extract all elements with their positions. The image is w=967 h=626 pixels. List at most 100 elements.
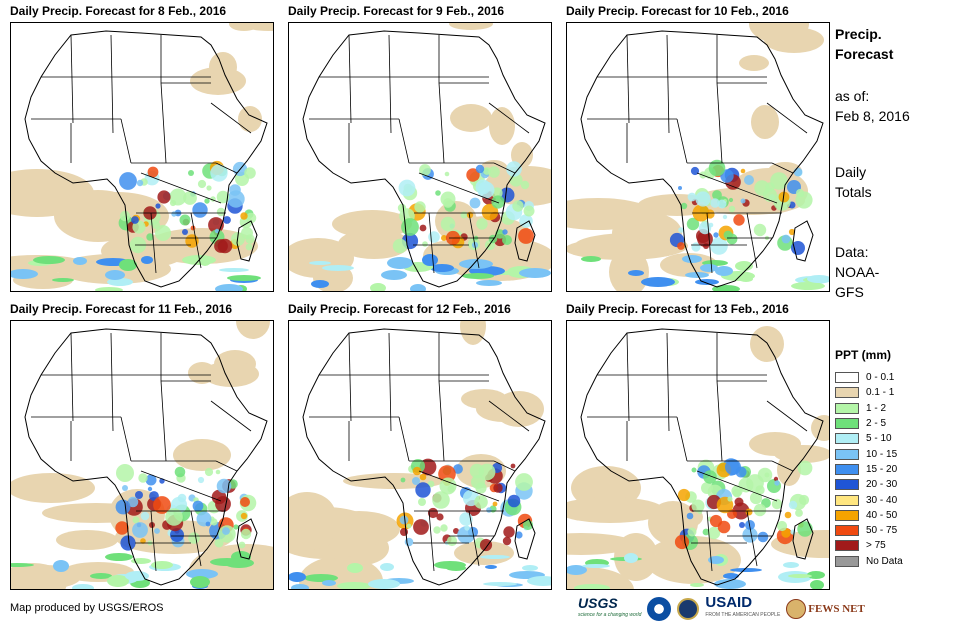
dry-area bbox=[289, 529, 333, 551]
rain-cell bbox=[807, 571, 825, 579]
rain-cell bbox=[105, 270, 125, 280]
country-border bbox=[388, 332, 392, 432]
dry-area bbox=[173, 439, 231, 471]
rain-cell bbox=[433, 526, 441, 534]
legend-item: 15 - 20 bbox=[835, 462, 903, 477]
rain-cell bbox=[401, 218, 419, 236]
africa-precip-map bbox=[567, 23, 829, 291]
rain-cell bbox=[135, 491, 143, 499]
rain-cell bbox=[443, 198, 453, 208]
legend-swatch bbox=[835, 387, 859, 399]
dry-area bbox=[749, 432, 801, 456]
ppt-legend: PPT (mm) 0 - 0.1 0.1 - 1 1 - 2 2 - 5 5 - 10 1… bbox=[835, 348, 903, 569]
rain-cell bbox=[155, 203, 161, 209]
rain-cell bbox=[238, 541, 246, 549]
rain-cell bbox=[233, 524, 239, 530]
rain-cell bbox=[682, 255, 702, 263]
rain-cell bbox=[788, 574, 812, 578]
rain-cell bbox=[119, 210, 131, 222]
rain-cell bbox=[132, 522, 148, 538]
rain-cell bbox=[107, 278, 133, 286]
rain-cell bbox=[810, 580, 824, 589]
rain-cell bbox=[478, 463, 496, 481]
rain-cell bbox=[502, 536, 512, 546]
precip-map bbox=[10, 320, 274, 590]
rain-cell bbox=[131, 216, 139, 224]
rain-cell bbox=[707, 526, 721, 540]
rain-cell bbox=[415, 482, 431, 498]
rain-cell bbox=[398, 179, 416, 197]
rain-cell bbox=[703, 243, 709, 249]
rain-cell bbox=[717, 199, 727, 209]
rain-cell bbox=[678, 186, 682, 190]
dry-area bbox=[450, 104, 492, 132]
rain-cell bbox=[677, 242, 685, 250]
sidebar-title: Precip. Forecast bbox=[835, 24, 893, 64]
rain-cell bbox=[788, 500, 798, 510]
legend-label: 10 - 15 bbox=[866, 448, 898, 460]
rain-cell bbox=[788, 228, 796, 236]
rain-cell bbox=[745, 520, 755, 530]
rain-cell bbox=[725, 459, 741, 475]
rain-cell bbox=[457, 526, 475, 544]
country-border bbox=[488, 102, 530, 134]
rain-cell bbox=[105, 553, 133, 561]
country-border bbox=[160, 380, 167, 462]
rain-cell bbox=[229, 184, 241, 196]
rain-cell bbox=[414, 201, 426, 213]
country-border bbox=[766, 102, 808, 134]
dry-area bbox=[449, 23, 493, 30]
country-border bbox=[438, 82, 445, 164]
dry-area bbox=[238, 106, 262, 132]
legend-item: 50 - 75 bbox=[835, 523, 903, 538]
data-source-block: Data: NOAA- GFS bbox=[835, 242, 879, 302]
dos-seal-icon bbox=[677, 598, 700, 620]
rain-cell bbox=[205, 521, 211, 527]
rain-cell bbox=[685, 272, 709, 278]
rain-cell bbox=[708, 159, 726, 177]
rain-cell bbox=[781, 234, 791, 244]
rain-cell bbox=[147, 486, 153, 492]
legend-swatch bbox=[835, 418, 859, 430]
rain-cell bbox=[419, 473, 427, 481]
legend-item: 0.1 - 1 bbox=[835, 385, 903, 400]
rain-cell bbox=[502, 229, 508, 235]
rain-cell bbox=[190, 225, 196, 231]
legend-item: 20 - 30 bbox=[835, 477, 903, 492]
rain-cell bbox=[527, 576, 551, 586]
rain-cell bbox=[797, 460, 813, 476]
rain-cell bbox=[90, 573, 112, 579]
rain-cell bbox=[674, 534, 690, 550]
noaa-logo-icon bbox=[647, 597, 672, 621]
rain-cell bbox=[713, 232, 719, 238]
country-border bbox=[676, 118, 688, 164]
usgs-logo: USGS science for a changing world bbox=[578, 596, 641, 621]
rain-cell bbox=[304, 574, 338, 582]
country-border bbox=[438, 380, 445, 462]
rain-cell bbox=[11, 563, 34, 567]
country-border bbox=[120, 118, 132, 164]
rain-cell bbox=[419, 224, 427, 232]
rain-cell bbox=[740, 168, 746, 174]
rain-cell bbox=[186, 569, 218, 579]
rain-cell bbox=[686, 512, 694, 520]
rain-cell bbox=[453, 528, 459, 534]
rain-cell bbox=[515, 473, 533, 491]
rain-cell bbox=[581, 256, 601, 262]
rain-cell bbox=[190, 576, 210, 588]
legend-item: 0 - 0.1 bbox=[835, 370, 903, 385]
rain-cell bbox=[245, 243, 253, 251]
africa-coastline bbox=[302, 30, 546, 288]
africa-precip-map bbox=[11, 23, 273, 291]
rain-cell bbox=[474, 495, 488, 509]
rain-cell bbox=[491, 195, 505, 209]
rain-cell bbox=[427, 507, 439, 519]
rain-cell bbox=[462, 273, 494, 279]
rain-cell bbox=[154, 528, 160, 534]
rain-cell bbox=[197, 476, 205, 484]
rain-cell bbox=[771, 498, 783, 510]
fews-globe-icon bbox=[786, 599, 807, 619]
rain-cell bbox=[722, 214, 728, 220]
rain-cell bbox=[460, 211, 468, 219]
country-border bbox=[215, 460, 238, 472]
